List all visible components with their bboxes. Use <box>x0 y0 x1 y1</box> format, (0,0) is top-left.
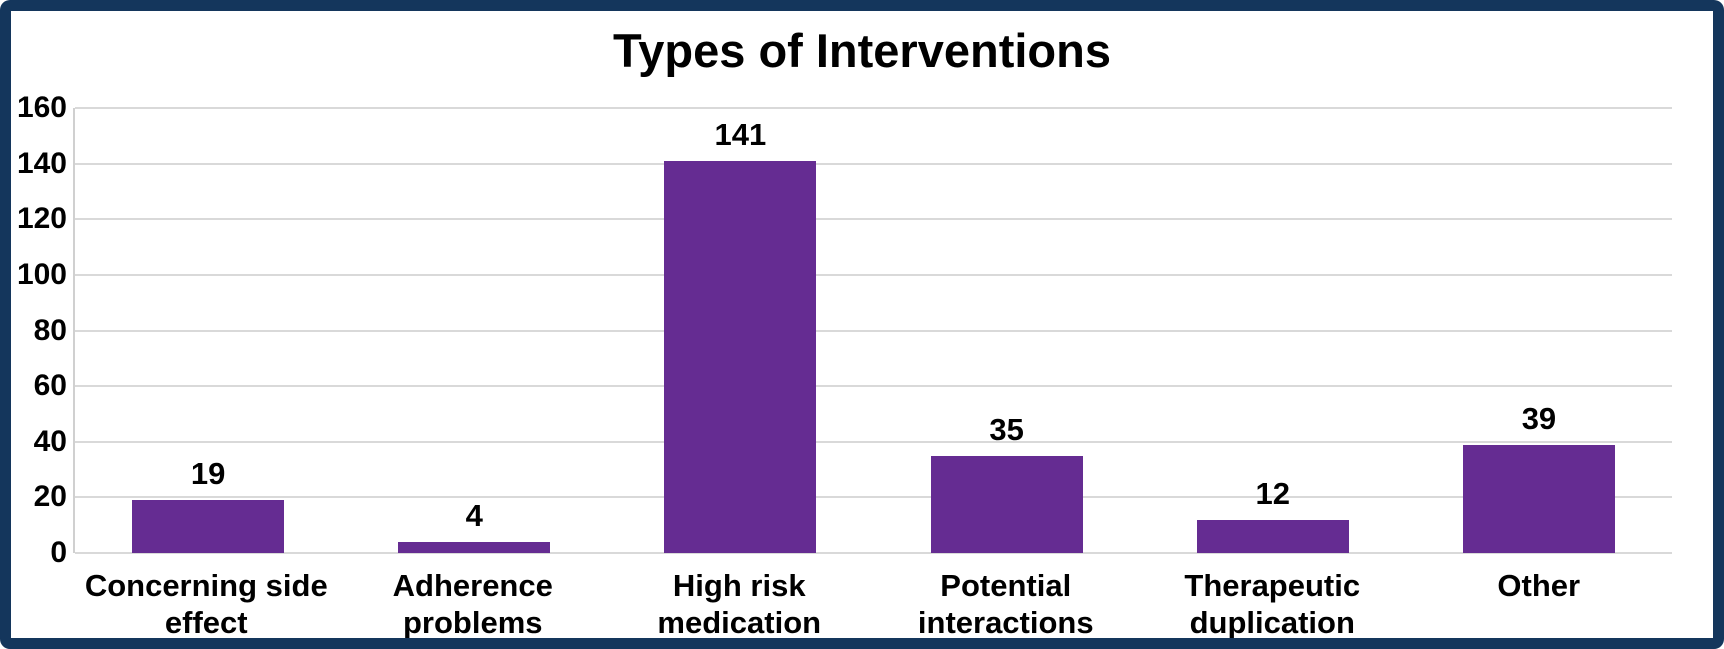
bar-value-label: 141 <box>714 116 767 152</box>
bar-slot: 39 <box>1406 108 1672 553</box>
gridline <box>75 329 1672 332</box>
x-tick-label-line: medication <box>657 605 822 640</box>
y-tick-label: 80 <box>33 313 67 347</box>
bar-slot: 141 <box>607 108 873 553</box>
x-tick-label-line: High risk <box>672 568 806 603</box>
bar <box>132 500 285 553</box>
bar <box>664 160 817 553</box>
x-tick-label: Adherence problems <box>340 567 607 640</box>
x-tick-label-line: Adherence <box>392 568 553 603</box>
x-tick-label: Potential interactions <box>873 567 1140 640</box>
x-tick-label-line: Potential <box>940 568 1072 603</box>
bar-value-label: 19 <box>190 456 226 492</box>
x-tick-label: High risk medication <box>606 567 873 640</box>
x-tick-label: Therapeutic duplication <box>1139 567 1406 640</box>
bars-row: 19 4 141 35 12 39 <box>75 108 1672 553</box>
x-tick-label-line: Therapeutic <box>1184 568 1361 603</box>
bar <box>1462 444 1615 553</box>
x-tick-label-line: duplication <box>1189 605 1355 640</box>
gridline <box>75 107 1672 109</box>
bar <box>398 541 551 553</box>
bar-slot: 4 <box>341 108 607 553</box>
plot-area: 19 4 141 35 12 39 <box>73 107 1672 554</box>
y-tick-label: 40 <box>33 424 67 458</box>
chart-title: Types of Interventions <box>613 24 1111 77</box>
bar <box>1196 519 1349 553</box>
y-tick-label: 0 <box>50 536 67 569</box>
gridline <box>75 218 1672 221</box>
x-axis-labels: Concerning side effect Adherence problems Hi… <box>73 567 1673 640</box>
x-tick-label: Other <box>1406 567 1673 638</box>
bar-slot: 12 <box>1140 108 1406 553</box>
gridline <box>75 440 1672 443</box>
y-tick-label: 160 <box>16 91 67 124</box>
y-tick-label: 120 <box>16 202 67 236</box>
x-tick-label-line: effect <box>164 605 248 640</box>
x-tick-label: Concerning side effect <box>73 567 340 640</box>
gridline <box>75 496 1672 499</box>
bar-value-label: 39 <box>1521 400 1557 436</box>
x-tick-label-line: problems <box>402 605 543 640</box>
bar-slot: 35 <box>874 108 1140 553</box>
y-tick-label: 20 <box>33 480 67 514</box>
x-tick-label-line: Concerning side <box>84 568 328 603</box>
x-tick-label-line: Other <box>1497 568 1581 603</box>
y-tick-label: 140 <box>16 146 67 180</box>
bar-value-label: 12 <box>1255 475 1291 511</box>
gridline <box>75 162 1672 165</box>
y-axis: 0 20 40 60 80 100 120 140 160 <box>11 11 67 638</box>
gridline <box>75 385 1672 388</box>
y-tick-label: 60 <box>33 369 67 403</box>
bar-value-label: 35 <box>989 411 1024 447</box>
x-tick-label-line: interactions <box>917 605 1094 640</box>
gridline <box>75 273 1672 276</box>
y-tick-label: 100 <box>16 257 67 291</box>
bar-slot: 19 <box>75 108 341 553</box>
bar-value-label: 4 <box>465 497 483 533</box>
bar <box>930 455 1083 553</box>
gridline <box>75 552 1672 554</box>
